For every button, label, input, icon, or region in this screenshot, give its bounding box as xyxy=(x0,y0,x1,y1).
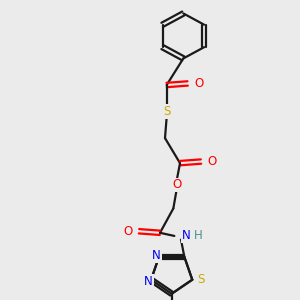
Text: N: N xyxy=(182,230,190,242)
Text: N: N xyxy=(152,249,161,262)
Text: S: S xyxy=(163,105,170,118)
Text: O: O xyxy=(172,178,181,191)
Text: O: O xyxy=(208,155,217,168)
Text: O: O xyxy=(194,77,204,90)
Text: S: S xyxy=(197,273,204,286)
Text: O: O xyxy=(123,225,132,238)
Text: N: N xyxy=(144,275,153,288)
Text: H: H xyxy=(194,230,203,242)
